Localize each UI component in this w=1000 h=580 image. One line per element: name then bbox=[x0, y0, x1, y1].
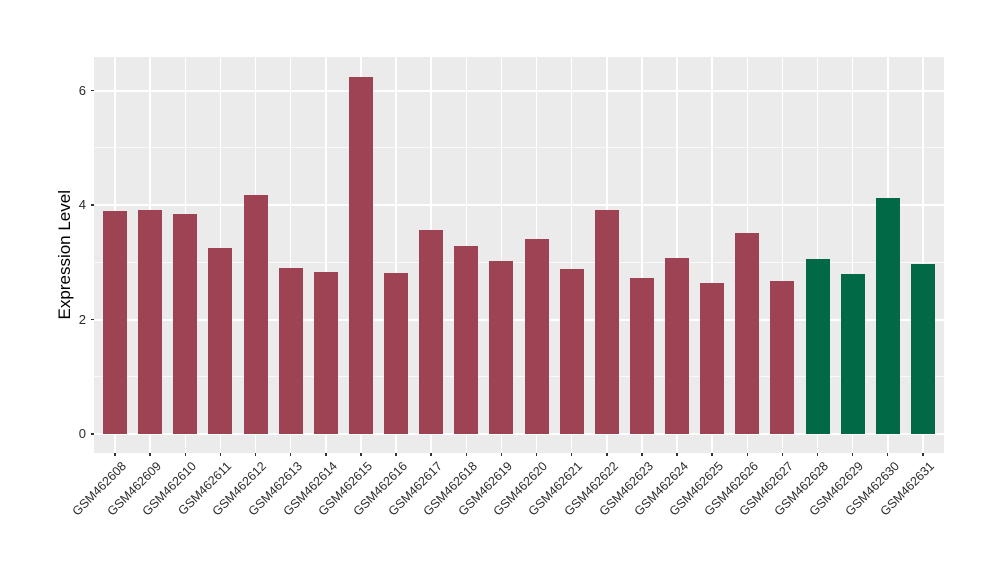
gridline-x-GSM462625 bbox=[711, 57, 713, 453]
gridline-minor-y5 bbox=[94, 147, 944, 149]
bar-GSM462620 bbox=[524, 238, 549, 434]
bar-GSM462621 bbox=[559, 268, 584, 434]
x-tick-mark-GSM462631 bbox=[922, 453, 924, 456]
gridline-minor-y3 bbox=[94, 261, 944, 263]
x-tick-mark-GSM462627 bbox=[781, 453, 784, 456]
y-tick-label-2: 2 bbox=[78, 311, 86, 327]
bar-GSM462608 bbox=[103, 211, 128, 434]
bar-GSM462609 bbox=[138, 209, 163, 434]
bar-GSM462631 bbox=[910, 263, 935, 434]
gridline-x-GSM462628 bbox=[816, 57, 819, 453]
bar-GSM462628 bbox=[805, 259, 830, 434]
x-tick-mark-GSM462620 bbox=[535, 453, 538, 456]
x-tick-mark-GSM462614 bbox=[325, 453, 327, 456]
x-tick-mark-GSM462615 bbox=[360, 453, 362, 456]
gridline-minor-y1 bbox=[94, 376, 944, 378]
y-tick-label-4: 4 bbox=[78, 197, 86, 212]
bar-GSM462626 bbox=[735, 233, 760, 434]
gridline-major-y4 bbox=[94, 204, 944, 206]
bar-GSM462612 bbox=[243, 195, 268, 434]
x-tick-mark-GSM462621 bbox=[570, 453, 573, 456]
x-tick-mark-GSM462626 bbox=[746, 453, 748, 456]
bar-GSM462613 bbox=[278, 267, 303, 434]
y-tick-mark-2 bbox=[91, 318, 94, 321]
bar-GSM462630 bbox=[875, 198, 900, 434]
x-tick-mark-GSM462609 bbox=[149, 453, 151, 456]
bar-GSM462622 bbox=[594, 210, 619, 434]
x-tick-mark-GSM462628 bbox=[816, 453, 819, 456]
gridline-x-GSM462627 bbox=[781, 57, 784, 453]
y-axis-title: Expression Level bbox=[54, 57, 76, 453]
bar-GSM462614 bbox=[313, 271, 338, 434]
y-tick-mark-4 bbox=[91, 204, 94, 206]
bar-GSM462616 bbox=[384, 272, 409, 434]
x-tick-mark-GSM462610 bbox=[184, 453, 186, 456]
gridline-major-y2 bbox=[94, 318, 944, 321]
bar-GSM462629 bbox=[840, 274, 865, 434]
gridline-x-GSM462613 bbox=[289, 57, 292, 453]
x-tick-mark-GSM462611 bbox=[219, 453, 222, 456]
gridline-x-GSM462614 bbox=[325, 57, 327, 453]
gridline-x-GSM462619 bbox=[500, 57, 503, 453]
x-tick-mark-GSM462623 bbox=[641, 453, 643, 456]
x-tick-mark-GSM462625 bbox=[711, 453, 713, 456]
gridline-x-GSM462624 bbox=[676, 57, 678, 453]
x-tick-mark-GSM462613 bbox=[289, 453, 292, 456]
bar-GSM462627 bbox=[770, 280, 795, 434]
bar-GSM462617 bbox=[419, 230, 444, 434]
gridline-x-GSM462621 bbox=[570, 57, 573, 453]
plot-panel bbox=[94, 57, 944, 453]
bar-GSM462623 bbox=[629, 278, 654, 434]
y-tick-label-6: 6 bbox=[78, 82, 86, 98]
x-tick-mark-GSM462618 bbox=[465, 453, 467, 456]
gridline-x-GSM462631 bbox=[922, 57, 924, 453]
bar-GSM462611 bbox=[208, 247, 233, 434]
gridline-major-y6 bbox=[94, 89, 944, 92]
bar-GSM462625 bbox=[700, 283, 725, 434]
bar-GSM462618 bbox=[454, 245, 479, 434]
x-tick-mark-GSM462630 bbox=[887, 453, 889, 456]
x-tick-mark-GSM462612 bbox=[254, 453, 257, 456]
x-tick-mark-GSM462608 bbox=[114, 453, 116, 456]
bar-GSM462615 bbox=[348, 76, 373, 434]
gridline-x-GSM462629 bbox=[851, 57, 854, 453]
gridline-x-GSM462616 bbox=[395, 57, 397, 453]
x-tick-mark-GSM462624 bbox=[676, 453, 678, 456]
x-tick-mark-GSM462629 bbox=[851, 453, 854, 456]
bar-GSM462610 bbox=[173, 213, 198, 434]
x-tick-mark-GSM462616 bbox=[395, 453, 397, 456]
bar-GSM462619 bbox=[489, 261, 514, 434]
y-tick-label-0: 0 bbox=[78, 426, 86, 441]
bar-GSM462624 bbox=[665, 258, 690, 434]
y-tick-mark-6 bbox=[91, 89, 94, 92]
x-tick-mark-GSM462622 bbox=[606, 453, 608, 456]
x-tick-mark-GSM462619 bbox=[500, 453, 503, 456]
gridline-x-GSM462623 bbox=[641, 57, 643, 453]
x-tick-mark-GSM462617 bbox=[430, 453, 432, 456]
y-tick-mark-0 bbox=[91, 433, 94, 435]
gridline-major-y0 bbox=[94, 433, 944, 435]
